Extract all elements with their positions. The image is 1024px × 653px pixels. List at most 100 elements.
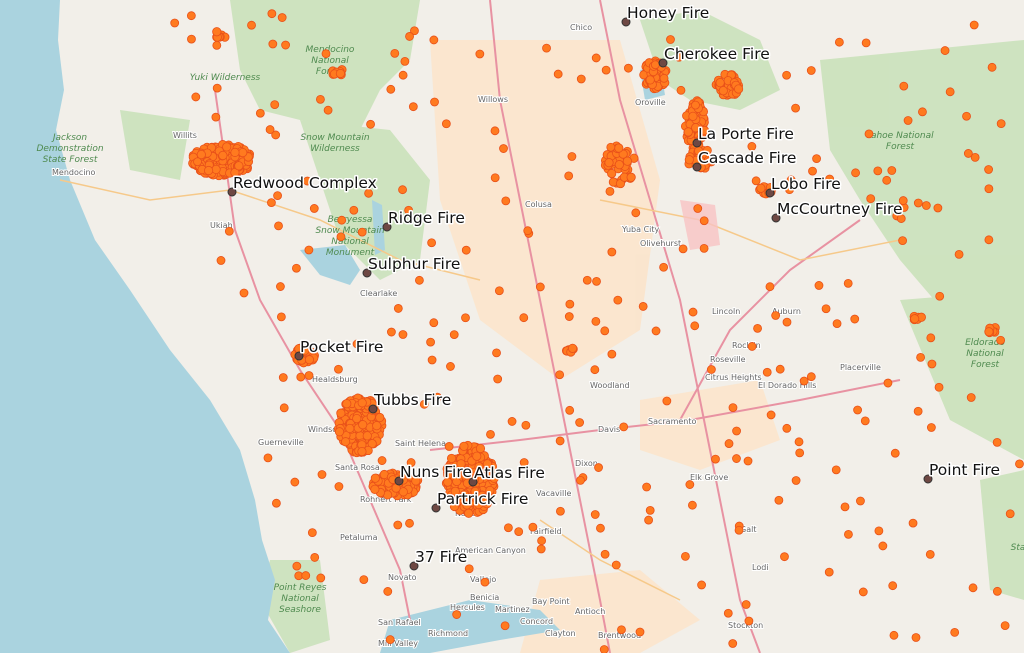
fire-detection-dot (622, 156, 632, 166)
fire-detection-dot (321, 49, 331, 59)
fire-detection-dot (935, 291, 945, 301)
fire-detection-dot (651, 326, 661, 336)
fire-detection-dot (799, 376, 809, 386)
fire-marker[interactable]: Nuns Fire (394, 462, 473, 486)
fire-detection-dot (771, 311, 781, 320)
fire-detection-dot (681, 551, 690, 561)
fire-marker[interactable]: Redwood Complex (227, 173, 378, 197)
fire-detection-dot (814, 281, 824, 290)
fire-detection-dot (756, 183, 766, 193)
fire-marker[interactable]: Honey Fire (621, 3, 711, 27)
fire-detection-dot (464, 508, 474, 518)
fire-detection-dot (387, 327, 396, 337)
fire-marker[interactable]: Cherokee Fire (658, 44, 771, 68)
fire-marker[interactable]: McCourtney Fire (771, 199, 904, 223)
fire-detection-dot (786, 175, 796, 185)
fire-marker[interactable]: Lobo Fire (765, 174, 842, 198)
fire-detection-dot (268, 39, 278, 49)
fire-marker-dot[interactable] (431, 503, 441, 513)
fire-marker-dot[interactable] (409, 561, 419, 571)
fire-markers[interactable]: Honey Fire Cherokee Fire La Porte Fire Casc… (227, 3, 1002, 571)
fire-detection-dot (393, 304, 403, 313)
fire-detection-dot (519, 458, 529, 467)
fire-detection-dot (433, 392, 442, 402)
fire-marker[interactable]: 37 Fire (409, 547, 469, 571)
fire-label: Redwood Complex (233, 174, 377, 192)
fire-detection-dot (224, 226, 234, 236)
fire-detection-dot (279, 403, 289, 413)
fire-marker[interactable]: Pocket Fire (294, 337, 385, 361)
fire-detection-dot (426, 337, 435, 347)
fire-detection-dot (212, 40, 222, 50)
city-label: San Rafael (378, 618, 421, 627)
fire-detection-dot (926, 423, 936, 432)
fire-marker-dot[interactable] (468, 477, 478, 487)
fire-marker[interactable]: Atlas Fire (468, 463, 546, 487)
fire-detection-dot (459, 490, 469, 500)
fire-detection-dot (918, 107, 927, 117)
fire-marker-dot[interactable] (621, 17, 631, 27)
fire-detection-dot (715, 78, 725, 88)
fire-marker[interactable]: Point Fire (923, 460, 1002, 484)
fire-marker[interactable]: Ridge Fire (382, 208, 466, 232)
fire-marker-dot[interactable] (382, 222, 392, 232)
fire-marker-dot[interactable] (658, 58, 668, 68)
fire-detection-dot (576, 476, 585, 485)
fire-label: Sulphur Fire (368, 255, 460, 273)
fire-marker[interactable]: Sulphur Fire (362, 254, 462, 278)
fire-detection-dot (335, 68, 346, 79)
fire-detection-dot (276, 312, 286, 322)
city-label: Dixon (575, 459, 598, 468)
fire-detection-dot (992, 437, 1002, 447)
fire-marker[interactable]: Partrick Fire (431, 489, 530, 513)
city-label: Placerville (840, 363, 881, 372)
fire-detection-dot (503, 523, 513, 533)
fire-marker[interactable]: Tubbs Fire (368, 390, 453, 414)
fire-detection-dot (292, 561, 302, 571)
fire-detection-dot (1000, 621, 1010, 631)
fire-marker-dot[interactable] (394, 476, 404, 486)
fire-label: Pocket Fire (300, 338, 383, 356)
fire-detection-dot (186, 11, 196, 21)
city-label: Oroville (635, 98, 666, 107)
fire-marker-dot[interactable] (692, 138, 702, 148)
fire-detection-dot (887, 166, 897, 175)
fire-detection-dot (340, 437, 351, 447)
city-label: Roseville (710, 355, 746, 364)
fire-detection-dot (430, 97, 439, 107)
fire-marker-dot[interactable] (692, 162, 702, 172)
fire-marker-dot[interactable] (368, 404, 378, 414)
fire-detection-dot (410, 26, 419, 36)
fire-detection-dot (461, 313, 470, 323)
fire-marker-dot[interactable] (227, 187, 237, 197)
fire-detection-dot (791, 476, 801, 485)
fire-detection-dot (945, 87, 955, 97)
fire-marker-dot[interactable] (362, 268, 372, 278)
fire-marker-dot[interactable] (765, 188, 775, 198)
park-label: Berryessa (328, 215, 373, 225)
city-label: Elk Grove (690, 473, 728, 482)
fire-detection-dot (1005, 509, 1015, 519)
fire-detection-dot (645, 505, 655, 515)
fire-label: Lobo Fire (771, 175, 841, 193)
fire-detection-dot (304, 371, 314, 380)
fire-marker[interactable]: La Porte Fire (692, 124, 795, 148)
fire-marker-dot[interactable] (771, 213, 781, 223)
city-label: Benicia (470, 593, 499, 602)
city-label: Concord (520, 617, 553, 626)
fire-detection-dot (537, 536, 546, 546)
city-label: Mill Valley (378, 639, 418, 648)
fire-detection-dot (683, 127, 693, 137)
fire-marker[interactable]: Cascade Fire (692, 148, 798, 172)
fire-detection-dot (888, 581, 898, 591)
fire-marker-dot[interactable] (923, 474, 933, 484)
park-label: National (311, 56, 349, 66)
fire-detection-dot (705, 156, 715, 166)
city-label: Bay Point (532, 597, 570, 606)
fire-detection-dot (565, 405, 575, 415)
fire-detection-dot (281, 40, 290, 50)
fire-detection-dot (613, 295, 623, 305)
park-label: National (331, 237, 369, 247)
fire-marker-dot[interactable] (294, 351, 304, 361)
